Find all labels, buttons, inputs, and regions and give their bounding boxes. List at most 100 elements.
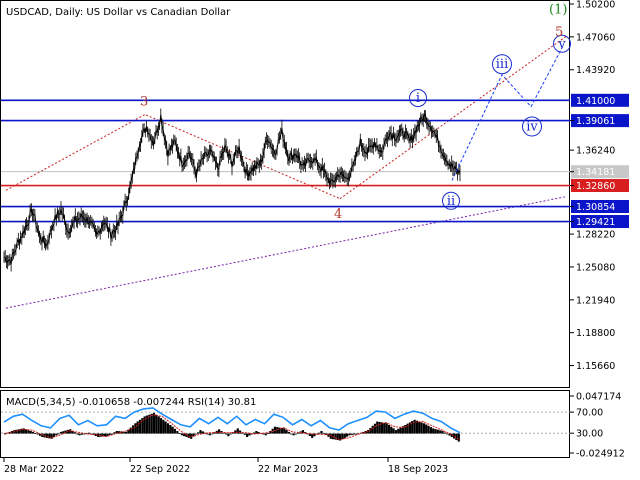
wave-label-5: 5 (555, 25, 563, 40)
macd-bar (222, 432, 225, 434)
macd-bar (422, 423, 425, 434)
macd-bar (264, 433, 267, 436)
macd-bar (115, 431, 118, 434)
macd-bar (229, 433, 232, 435)
macd-bar (52, 433, 56, 437)
macd-bar (266, 433, 270, 434)
macd-bar (401, 426, 404, 434)
indicator-axis-tick-label: 30.00 (576, 429, 603, 440)
wave-label-4: 4 (334, 207, 342, 222)
level-price-label: 1.39061 (576, 116, 615, 127)
macd-bar (408, 422, 411, 434)
indicator-layer (1, 407, 570, 442)
macd-bar (362, 431, 365, 434)
macd-bar (208, 433, 211, 436)
macd-bar (27, 430, 30, 434)
macd-bar (287, 431, 290, 434)
macd-bar (101, 433, 104, 437)
macd-bar (80, 433, 83, 435)
macd-bar (434, 429, 437, 434)
price-axis-tick-label: 1.21940 (576, 295, 615, 306)
macd-bar (399, 427, 402, 434)
macd-bar (134, 423, 137, 434)
macd-bar (436, 429, 439, 434)
macd-bar (24, 429, 28, 434)
macd-bar (457, 433, 460, 442)
macd-bar (390, 426, 393, 434)
macd-bar (111, 433, 114, 435)
macd-bar (411, 421, 414, 434)
macd-bar (176, 431, 179, 434)
macd-bar (108, 433, 111, 435)
time-axis-tick-label: 22 Sep 2022 (130, 464, 190, 475)
level-price-tag (571, 179, 629, 193)
macd-bar (127, 429, 130, 434)
svg-text:v: v (557, 37, 566, 52)
macd-bar (236, 428, 239, 434)
macd-histogram (4, 412, 460, 442)
macd-bar (122, 431, 125, 434)
rsi-line (3, 407, 461, 434)
macd-bar (138, 419, 142, 434)
macd-bar (94, 433, 97, 436)
svg-text:iv: iv (526, 119, 538, 134)
macd-bar (427, 425, 430, 434)
svg-text:iii: iii (496, 57, 508, 72)
macd-bar (178, 433, 181, 434)
macd-bar (355, 433, 358, 435)
macd-bar (118, 431, 121, 434)
macd-bar (15, 429, 18, 434)
macd-bar (31, 431, 35, 434)
macd-bar (59, 431, 62, 434)
macd-bar (194, 433, 197, 435)
wave-label-iii: iii (492, 54, 512, 75)
svg-text:ii: ii (447, 194, 455, 209)
price-axis-tick-label: 1.28220 (576, 230, 615, 241)
main-panel (0, 0, 570, 388)
macd-bar (85, 433, 88, 435)
macd-bar (166, 423, 170, 434)
macd-bar (136, 421, 139, 434)
macd-bar (201, 431, 204, 434)
macd-bar (211, 433, 214, 435)
macd-bar (38, 433, 42, 436)
level-price-label: 1.32860 (576, 181, 615, 192)
macd-bar (341, 433, 344, 440)
macd-bar (276, 427, 279, 434)
macd-bar (278, 427, 281, 434)
macd-bar (20, 428, 23, 434)
price-axis-tick-label: 1.25080 (576, 262, 615, 273)
macd-bar (441, 431, 444, 434)
price-axis-tick-label: 1.15660 (576, 361, 615, 372)
macd-bar (343, 433, 346, 438)
macd-bar (322, 432, 325, 434)
macd-bar (301, 430, 304, 434)
macd-bar (348, 433, 351, 436)
macd-bar (241, 432, 244, 434)
macd-bar (215, 430, 218, 434)
macd-bar (183, 433, 186, 437)
current-price-label: 1.34181 (576, 167, 615, 178)
level-price-label: 1.41000 (576, 96, 615, 107)
macd-bar (199, 430, 202, 434)
macd-bar (385, 423, 388, 434)
macd-bar (125, 431, 128, 434)
wave-label-v: v (553, 34, 571, 53)
macd-bar (206, 433, 209, 435)
price-axis-tick-label: 1.47060 (576, 32, 615, 43)
macd-bar (11, 431, 14, 434)
macd-bar (113, 432, 116, 434)
macd-bar (157, 416, 160, 434)
macd-bar (143, 416, 146, 434)
wave-label-iv: iv (522, 116, 542, 137)
macd-bar (76, 433, 79, 435)
svg-text:i: i (416, 91, 420, 106)
wave-label-3: 3 (140, 94, 148, 109)
level-price-label: 1.29421 (576, 217, 615, 228)
macd-bar (285, 430, 288, 434)
macd-bar (394, 430, 398, 434)
macd-bar (192, 433, 195, 437)
macd-bar (308, 433, 311, 436)
macd-bar (406, 423, 409, 434)
macd-bar (346, 433, 349, 437)
